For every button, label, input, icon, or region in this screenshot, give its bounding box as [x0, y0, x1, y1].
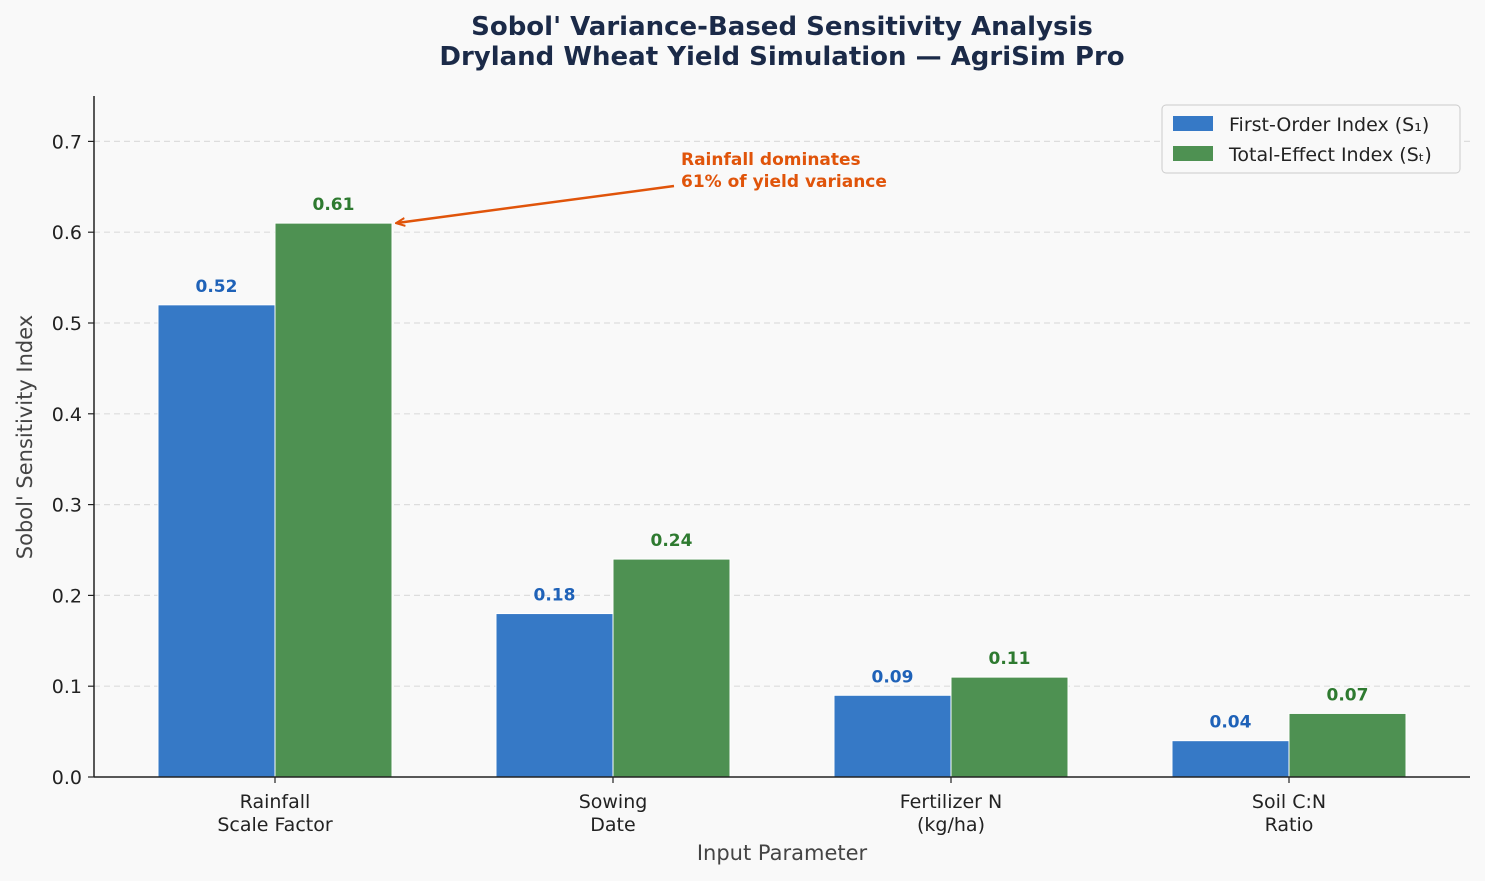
data-label: 0.24 [651, 531, 693, 551]
y-ticks-group: 0.0 0.1 0.2 0.3 0.4 0.5 0.6 0.7 [52, 131, 94, 789]
y-axis-label: Sobol' Sensitivity Index [13, 315, 37, 559]
bars-group [157, 222, 1407, 778]
data-label: 0.11 [989, 649, 1031, 669]
chart-title-line-1: Sobol' Variance-Based Sensitivity Analys… [471, 12, 1093, 42]
y-tick-label: 0.3 [52, 495, 82, 517]
bar-first-order [157, 304, 276, 778]
x-tick-label: (kg/ha) [917, 814, 985, 836]
legend: First-Order Index (S₁) Total-Effect Inde… [1161, 104, 1461, 174]
legend-label-first-order: First-Order Index (S₁) [1229, 114, 1429, 136]
x-axis-label: Input Parameter [697, 841, 868, 865]
data-label: 0.07 [1327, 685, 1369, 705]
annotation-arrow [397, 184, 675, 223]
bar-total-effect [612, 558, 731, 778]
annotation-text-line-1: Rainfall dominates [681, 150, 861, 170]
y-tick-label: 0.1 [52, 676, 82, 698]
bar-first-order [833, 694, 952, 778]
bar-total-effect [1288, 712, 1407, 778]
y-tick-label: 0.4 [52, 404, 82, 426]
x-tick-label: Soil C:N [1252, 791, 1326, 813]
y-tick-label: 0.2 [52, 585, 82, 607]
data-label: 0.04 [1210, 713, 1252, 733]
y-tick-label: 0.7 [52, 131, 82, 153]
data-label: 0.18 [534, 586, 576, 606]
bar-first-order [495, 613, 614, 778]
legend-box [1161, 104, 1461, 174]
legend-label-total-effect: Total-Effect Index (Sₜ) [1228, 144, 1432, 166]
x-tick-label: Ratio [1265, 814, 1314, 836]
legend-swatch-first-order [1173, 116, 1213, 131]
data-labels-group: 0.52 0.61 0.18 0.24 0.09 0.11 0.04 0.07 [196, 195, 1369, 733]
x-tick-label: Fertilizer N [900, 791, 1002, 813]
bar-first-order [1171, 740, 1290, 778]
x-tick-label: Scale Factor [217, 814, 333, 836]
bar-total-effect [950, 676, 1069, 778]
annotation-text-line-2: 61% of yield variance [681, 172, 887, 192]
annotation: Rainfall dominates 61% of yield variance [397, 150, 887, 223]
data-label: 0.52 [196, 277, 238, 297]
y-tick-label: 0.0 [52, 767, 82, 789]
x-tick-label: Rainfall [240, 791, 311, 813]
legend-swatch-total-effect [1173, 146, 1213, 161]
data-label: 0.61 [313, 195, 355, 215]
chart-title-line-2: Dryland Wheat Yield Simulation — AgriSim… [439, 42, 1124, 72]
x-tick-label: Sowing [579, 791, 648, 813]
bar-total-effect [274, 222, 393, 778]
x-tick-label: Date [590, 814, 635, 836]
y-tick-label: 0.5 [52, 313, 82, 335]
data-label: 0.09 [872, 667, 914, 687]
y-tick-label: 0.6 [52, 222, 82, 244]
